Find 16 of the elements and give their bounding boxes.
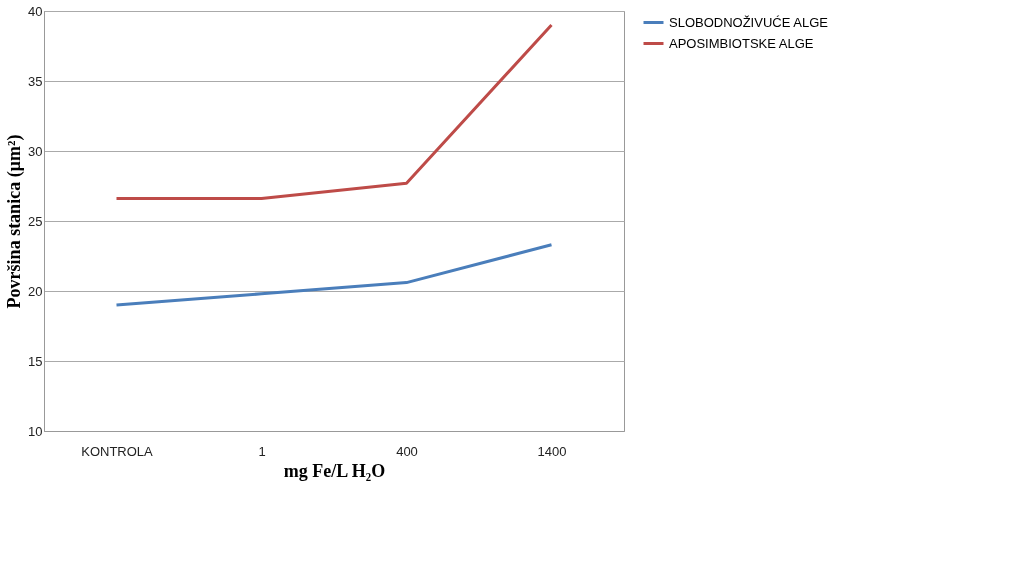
x-tick-label: 400 [396,443,418,459]
x-tick-label: 1 [258,443,266,459]
x-tick-label: 1400 [537,443,567,459]
line-series [115,243,553,307]
y-tick-label: 35 [28,73,43,89]
y-tick-label: 30 [28,143,43,159]
y-tick-label: 20 [28,283,43,299]
legend-label: APOSIMBIOTSKE ALGE [669,35,814,51]
y-tick-label: 10 [28,423,43,439]
y-tick-label: 25 [28,213,43,229]
legend-label: SLOBODNOŽIVUĆE ALGE [669,14,829,30]
x-tick-label: KONTROLA [81,443,154,459]
y-axis-title: Površina stanica (µm²) [4,134,26,309]
x-axis-title: mg Fe/L H₂O [283,460,386,481]
y-tick-label: 15 [28,353,43,369]
y-tick-label: 40 [28,3,43,19]
